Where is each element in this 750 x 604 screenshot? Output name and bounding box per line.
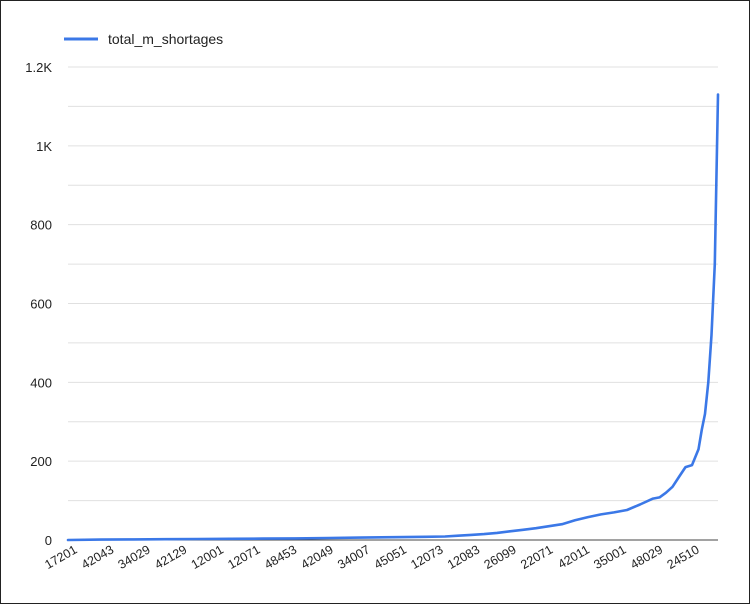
gridlines [68, 66, 718, 502]
y-axis-ticks: 0 200 400 600 800 1K 1.2K [25, 60, 52, 548]
x-tick-label: 22071 [518, 542, 555, 572]
y-tick-label: 800 [30, 218, 52, 233]
x-tick-label: 42011 [556, 542, 592, 571]
x-tick-label: 12083 [445, 542, 482, 572]
series-line-total-m-shortages [66, 93, 720, 542]
x-tick-label: 45051 [372, 542, 409, 572]
y-tick-label: 400 [30, 375, 52, 390]
x-tick-label: 12071 [225, 542, 262, 572]
x-tick-label: 12073 [408, 542, 445, 572]
x-tick-label: 35001 [591, 542, 628, 572]
x-tick-label: 12001 [189, 542, 226, 572]
y-tick-label: 0 [45, 533, 52, 548]
y-tick-label: 600 [30, 297, 52, 312]
series-layer [66, 93, 720, 542]
x-tick-label: 24510 [665, 542, 702, 572]
y-tick-label: 1.2K [25, 60, 52, 75]
x-axis-ticks: 17201 42043 34029 42129 12001 12071 48453 42049… [42, 542, 701, 572]
legend: total_m_shortages [64, 31, 223, 47]
x-tick-label: 48453 [262, 542, 299, 572]
x-tick-label: 48029 [628, 542, 665, 572]
x-tick-label: 42049 [299, 542, 336, 572]
legend-label: total_m_shortages [108, 31, 223, 47]
x-tick-label: 42043 [79, 542, 116, 572]
x-tick-label: 34029 [116, 542, 153, 572]
y-tick-label: 200 [30, 454, 52, 469]
x-tick-label: 34007 [335, 542, 372, 572]
x-tick-label: 42129 [152, 542, 189, 572]
y-tick-label: 1K [36, 139, 52, 154]
x-tick-label: 26099 [482, 542, 519, 572]
